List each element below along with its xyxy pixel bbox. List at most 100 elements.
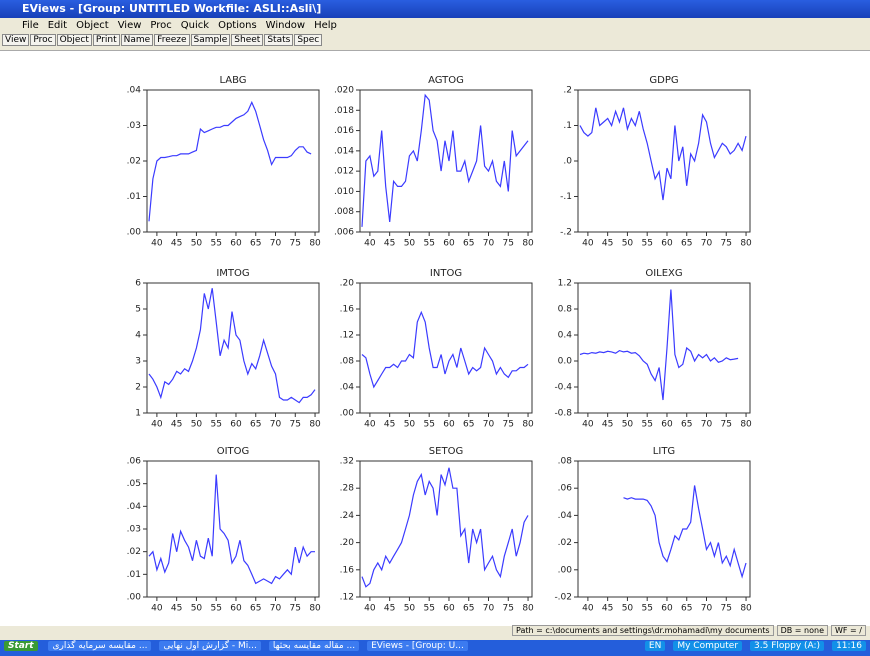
status-bar: Path = c:\documents and settings\dr.moha…: [0, 625, 870, 640]
tray-item[interactable]: 3.5 Floppy (A:): [750, 641, 825, 651]
y-tick-label: .12: [340, 331, 354, 341]
x-tick-label: 45: [384, 420, 395, 430]
y-tick-label: 2: [135, 383, 141, 393]
toolbar-button[interactable]: Object: [56, 34, 92, 46]
y-tick-label: .012: [334, 167, 354, 177]
y-tick-label: .006: [334, 228, 354, 238]
x-tick-label: 40: [582, 604, 594, 614]
chart-title: IMTOG: [216, 268, 249, 279]
x-tick-label: 65: [250, 604, 261, 614]
x-tick-label: 60: [443, 604, 455, 614]
menu-item[interactable]: Edit: [47, 20, 68, 31]
task-item[interactable]: مقاله مقایسه بحثها ...: [268, 641, 360, 651]
x-tick-label: 45: [384, 239, 395, 249]
y-tick-label: 0.8: [558, 305, 573, 315]
menu-item[interactable]: Options: [218, 20, 257, 31]
x-tick-label: 70: [701, 420, 713, 430]
y-tick-label: -0.4: [554, 383, 572, 393]
x-tick-label: 45: [602, 420, 613, 430]
menu-item[interactable]: View: [117, 20, 142, 31]
x-tick-label: 80: [522, 239, 534, 249]
toolbar-button[interactable]: Proc: [30, 34, 56, 46]
series-line: [623, 485, 747, 579]
toolbar-button[interactable]: Print: [92, 34, 120, 46]
y-tick-label: .04: [127, 502, 142, 512]
y-tick-label: .00: [558, 565, 573, 575]
y-tick-label: 1.2: [558, 279, 572, 289]
x-tick-label: 55: [641, 239, 652, 249]
x-tick-label: 55: [641, 604, 652, 614]
task-item[interactable]: EViews - [Group: U...: [367, 641, 468, 651]
toolbar-button[interactable]: Freeze: [154, 34, 190, 46]
menu-item[interactable]: Help: [314, 20, 337, 31]
x-tick-label: 40: [364, 420, 376, 430]
task-item[interactable]: گزارش اول نهایی - Mi...: [159, 641, 261, 651]
x-tick-label: 60: [661, 604, 673, 614]
tray-item[interactable]: My Computer: [673, 641, 743, 651]
x-tick-label: 65: [250, 420, 261, 430]
y-tick-label: 0.4: [558, 331, 573, 341]
menu-bar: File Edit Object View Proc Quick Options Window…: [0, 18, 870, 34]
toolbar-button[interactable]: Sheet: [231, 34, 264, 46]
y-tick-label: .010: [334, 187, 354, 197]
y-tick-label: .014: [334, 146, 354, 156]
x-tick-label: 70: [701, 604, 713, 614]
x-tick-label: 75: [290, 604, 301, 614]
y-tick-label: .00: [127, 228, 142, 238]
menu-item[interactable]: File: [22, 20, 39, 31]
toolbar-button[interactable]: Stats: [264, 34, 294, 46]
toolbar-button[interactable]: View: [2, 34, 30, 46]
plot-frame: [146, 282, 320, 414]
menu-item[interactable]: Proc: [150, 20, 172, 31]
title-bar: EViews - [Group: UNTITLED Workfile: ASLI…: [0, 0, 870, 18]
x-tick-label: 75: [290, 420, 301, 430]
toolbar-button[interactable]: Name: [120, 34, 154, 46]
y-tick-label: .03: [127, 121, 141, 131]
y-tick-label: .04: [558, 511, 573, 521]
x-tick-label: 50: [404, 239, 416, 249]
x-tick-label: 60: [230, 420, 242, 430]
x-tick-label: 50: [404, 604, 416, 614]
x-tick-label: 60: [230, 604, 242, 614]
series-line: [361, 93, 529, 227]
plot-frame: [359, 89, 533, 233]
menu-item[interactable]: Window: [265, 20, 306, 31]
task-item[interactable]: مقایسه سرمایه گذاری ...: [48, 641, 152, 651]
x-tick-label: 80: [522, 420, 534, 430]
x-tick-label: 70: [483, 604, 495, 614]
x-tick-label: 65: [681, 604, 692, 614]
y-tick-label: .24: [340, 511, 355, 521]
y-tick-label: -.02: [554, 593, 572, 603]
y-tick-label: .08: [340, 357, 355, 367]
plot-frame: [146, 460, 320, 598]
x-tick-label: 55: [210, 239, 221, 249]
y-tick-label: .06: [127, 457, 142, 467]
x-tick-label: 40: [151, 239, 163, 249]
series-line: [579, 107, 747, 201]
x-tick-label: 80: [309, 604, 321, 614]
plot-frame: [359, 460, 533, 598]
x-tick-label: 50: [404, 420, 416, 430]
y-tick-label: .018: [334, 106, 354, 116]
menu-item[interactable]: Quick: [180, 20, 210, 31]
menu-item[interactable]: Object: [76, 20, 109, 31]
y-tick-label: -.2: [560, 228, 572, 238]
y-tick-label: .32: [340, 457, 354, 467]
y-tick-label: 4: [135, 331, 141, 341]
x-tick-label: 70: [701, 239, 713, 249]
y-tick-label: 5: [135, 305, 141, 315]
x-tick-label: 75: [503, 239, 514, 249]
start-button[interactable]: Start: [4, 641, 38, 651]
x-tick-label: 50: [622, 239, 634, 249]
x-tick-label: 80: [740, 239, 752, 249]
toolbar-button[interactable]: Sample: [190, 34, 231, 46]
x-tick-label: 50: [622, 604, 634, 614]
clock: 11:16: [832, 641, 866, 651]
y-tick-label: .16: [340, 565, 355, 575]
language[interactable]: EN: [644, 641, 666, 651]
x-tick-label: 65: [463, 239, 474, 249]
x-tick-label: 45: [602, 239, 613, 249]
x-tick-label: 80: [309, 239, 321, 249]
toolbar-button[interactable]: Spec: [294, 34, 323, 46]
